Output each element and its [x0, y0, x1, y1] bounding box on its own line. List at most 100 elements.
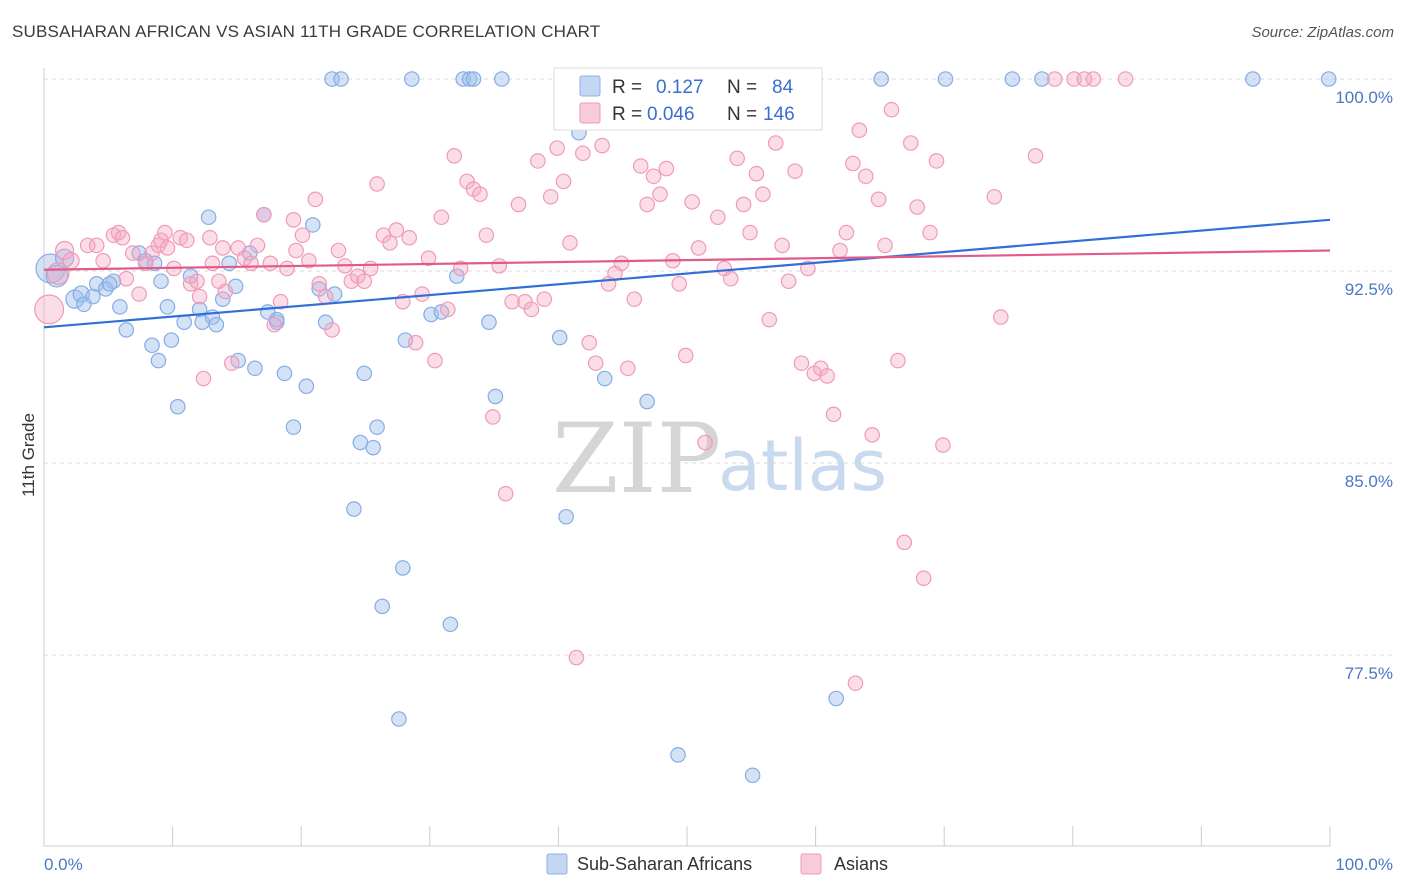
- point-asians: [549, 140, 565, 156]
- point-asians: [195, 370, 212, 387]
- point-asians: [677, 347, 694, 364]
- point-sub-saharan-africans: [112, 299, 128, 315]
- legend-n-label-1: N =: [727, 77, 757, 98]
- point-sub-saharan-africans: [465, 71, 482, 87]
- point-asians: [986, 188, 1003, 205]
- series-asians: [34, 71, 1134, 691]
- x-tick-label: 0.0%: [44, 855, 83, 874]
- point-asians: [288, 242, 304, 259]
- point-sub-saharan-africans: [169, 398, 186, 415]
- point-sub-saharan-africans: [937, 71, 954, 87]
- point-asians: [767, 135, 784, 151]
- point-asians: [864, 427, 880, 443]
- point-asians: [214, 240, 231, 256]
- point-asians: [414, 286, 430, 302]
- watermark-atlas: atlas: [718, 425, 887, 507]
- point-asians: [307, 191, 324, 208]
- legend-r-label-1: R =: [612, 77, 642, 98]
- point-asians: [1085, 71, 1102, 87]
- point-asians: [131, 286, 147, 302]
- point-asians: [632, 158, 649, 174]
- point-asians: [159, 240, 176, 256]
- point-asians: [330, 242, 347, 259]
- point-asians: [575, 145, 591, 162]
- bottom-legend-label-1: Sub-Saharan Africans: [577, 854, 752, 874]
- point-asians: [388, 222, 405, 238]
- point-asians: [54, 240, 75, 261]
- point-sub-saharan-africans: [374, 598, 391, 615]
- point-asians: [178, 232, 195, 249]
- point-asians: [915, 570, 932, 586]
- point-asians: [420, 250, 437, 267]
- point-sub-saharan-africans: [221, 255, 237, 272]
- point-sub-saharan-africans: [208, 316, 225, 333]
- point-asians: [118, 270, 135, 287]
- point-sub-saharan-africans: [487, 388, 504, 405]
- point-sub-saharan-africans: [391, 711, 407, 727]
- point-asians: [1076, 71, 1093, 87]
- point-asians: [311, 275, 328, 292]
- point-sub-saharan-africans: [1320, 71, 1337, 87]
- point-asians: [523, 301, 540, 318]
- bottom-legend-swatch-pink: [800, 853, 822, 875]
- point-sub-saharan-africans: [403, 71, 420, 87]
- point-asians: [902, 135, 919, 151]
- point-asians: [639, 196, 655, 213]
- point-sub-saharan-africans: [828, 690, 844, 707]
- source-label: Source: ZipAtlas.com: [1251, 24, 1394, 41]
- point-asians: [157, 224, 173, 241]
- point-asians: [452, 260, 469, 277]
- point-asians: [202, 229, 218, 246]
- point-asians: [446, 148, 463, 164]
- point-asians: [645, 168, 662, 185]
- point-sub-saharan-africans: [494, 71, 510, 87]
- point-asians: [870, 191, 887, 208]
- point-asians: [478, 227, 495, 243]
- point-asians: [285, 212, 302, 228]
- point-asians: [729, 150, 745, 167]
- point-asians: [735, 196, 752, 213]
- point-asians: [710, 209, 726, 226]
- point-asians: [774, 237, 790, 254]
- series-legend: Sub-Saharan Africans Asians: [546, 853, 888, 875]
- point-sub-saharan-africans: [285, 419, 302, 435]
- point-asians: [581, 334, 598, 351]
- point-asians: [433, 209, 450, 226]
- point-asians: [935, 437, 951, 453]
- point-asians: [684, 194, 700, 210]
- trend-line-asians: [43, 249, 1331, 271]
- point-sub-saharan-africans: [365, 439, 382, 456]
- point-sub-saharan-africans: [481, 314, 497, 330]
- watermark-zip: ZIP: [552, 403, 721, 515]
- x-tick-label: 100.0%: [1335, 855, 1393, 874]
- point-asians: [249, 237, 266, 254]
- point-asians: [504, 293, 520, 310]
- point-asians: [847, 675, 864, 691]
- point-sub-saharan-africans: [356, 365, 373, 382]
- point-asians: [324, 322, 340, 338]
- point-asians: [401, 229, 418, 246]
- point-asians: [658, 160, 675, 177]
- point-asians: [317, 288, 334, 305]
- point-asians: [671, 275, 688, 292]
- point-asians: [369, 176, 385, 192]
- bottom-legend-label-2: Asians: [834, 854, 888, 874]
- point-asians: [845, 155, 861, 172]
- point-asians: [652, 186, 668, 202]
- point-asians: [427, 352, 443, 369]
- legend-n-value-2: 146: [763, 104, 795, 125]
- point-asians: [928, 153, 945, 169]
- point-asians: [1046, 71, 1063, 87]
- point-sub-saharan-africans: [442, 616, 459, 633]
- point-asians: [851, 122, 868, 138]
- legend-swatch-blue: [579, 75, 601, 97]
- gridlines: [44, 78, 1394, 656]
- point-sub-saharan-africans: [176, 314, 192, 330]
- point-asians: [857, 168, 874, 185]
- point-asians: [877, 237, 893, 254]
- point-asians: [440, 301, 456, 318]
- point-sub-saharan-africans: [247, 360, 263, 377]
- point-sub-saharan-africans: [118, 322, 135, 338]
- point-sub-saharan-africans: [101, 275, 118, 292]
